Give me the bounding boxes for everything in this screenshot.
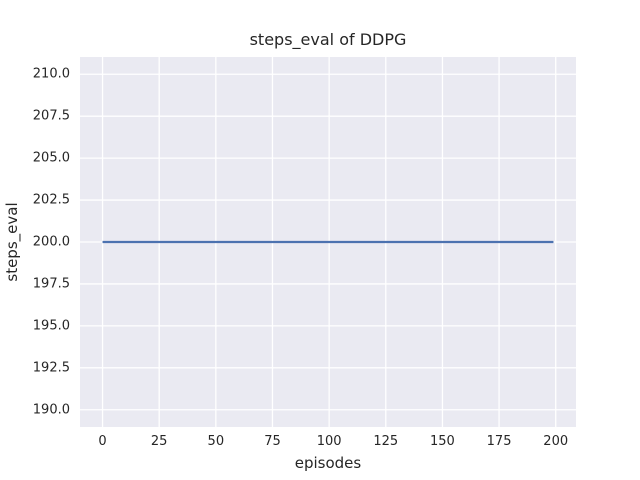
y-tick-label: 192.5 — [32, 360, 70, 376]
x-tick-label: 75 — [264, 434, 281, 449]
x-axis-label: episodes — [294, 454, 362, 472]
x-tick-label: 25 — [150, 434, 168, 449]
y-tick-label: 202.5 — [32, 192, 70, 208]
y-tick-label: 200.0 — [32, 234, 70, 250]
x-tick-label: 0 — [98, 434, 107, 449]
y-tick-label: 207.5 — [32, 108, 70, 124]
y-tick-label: 190.0 — [32, 402, 70, 418]
y-tick-label: 197.5 — [32, 276, 70, 292]
x-tick-label: 175 — [486, 434, 512, 449]
y-tick-label: 195.0 — [32, 318, 70, 334]
y-axis-label-text: steps_eval — [3, 202, 21, 282]
x-tick-label: 100 — [316, 434, 342, 449]
x-tick-label: 150 — [430, 434, 455, 449]
y-tick-label: 210.0 — [32, 66, 70, 82]
y-tick-label: 205.0 — [32, 150, 70, 166]
plot-canvas — [80, 57, 576, 427]
plot-area — [80, 57, 576, 427]
chart-title: steps_eval of DDPG — [249, 30, 407, 49]
x-tick-label: 200 — [543, 434, 569, 449]
x-tick-label: 50 — [207, 434, 225, 449]
x-tick-label: 125 — [373, 434, 399, 449]
